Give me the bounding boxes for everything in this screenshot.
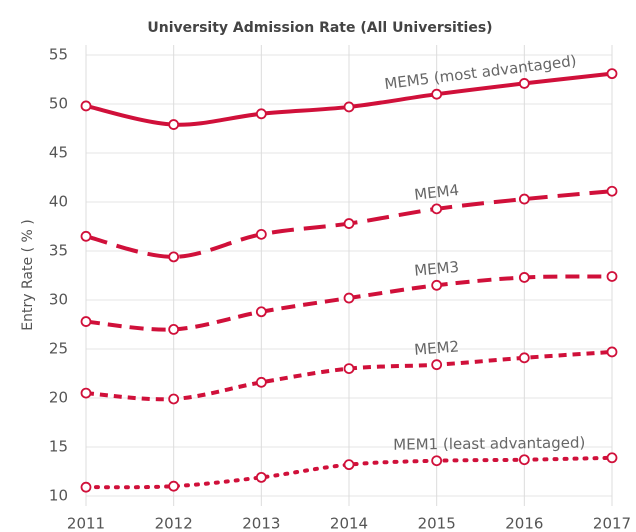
y-tick-label: 30 bbox=[49, 291, 68, 309]
series-label: MEM1 (least advantaged) bbox=[393, 434, 585, 454]
series-label: MEM2 bbox=[414, 337, 460, 358]
y-tick-label: 15 bbox=[49, 438, 68, 456]
point-marker bbox=[606, 185, 618, 197]
series-label: MEM3 bbox=[413, 258, 459, 280]
point-marker bbox=[343, 292, 355, 304]
point-marker bbox=[431, 359, 443, 371]
point-marker bbox=[343, 218, 355, 229]
point-marker bbox=[518, 352, 530, 364]
y-tick-label: 40 bbox=[49, 193, 68, 211]
y-tick-label: 25 bbox=[49, 340, 68, 358]
point-marker bbox=[168, 323, 180, 335]
point-marker bbox=[80, 387, 92, 399]
point-marker bbox=[431, 455, 443, 467]
y-tick-label: 35 bbox=[49, 242, 68, 260]
x-tick-label: 2012 bbox=[155, 515, 193, 532]
point-marker bbox=[606, 346, 618, 358]
point-marker bbox=[518, 193, 530, 205]
point-marker bbox=[168, 393, 180, 405]
point-marker bbox=[255, 376, 267, 388]
point-marker bbox=[606, 452, 618, 464]
point-marker bbox=[80, 481, 92, 493]
series-label: MEM4 bbox=[413, 181, 460, 204]
point-marker bbox=[518, 272, 530, 283]
point-marker bbox=[343, 363, 355, 375]
point-marker bbox=[606, 68, 618, 80]
point-marker bbox=[168, 119, 180, 130]
point-marker bbox=[606, 271, 618, 282]
x-tick-label: 2014 bbox=[330, 515, 368, 532]
y-axis-label: Entry Rate ( % ) bbox=[20, 219, 36, 330]
x-tick-label: 2011 bbox=[67, 515, 105, 532]
point-marker bbox=[168, 480, 180, 492]
y-tick-label: 55 bbox=[49, 46, 68, 64]
point-marker bbox=[255, 306, 267, 318]
x-tick-label: 2016 bbox=[505, 515, 543, 532]
point-marker bbox=[343, 459, 355, 471]
x-tick-label: 2013 bbox=[242, 515, 280, 532]
point-marker bbox=[431, 279, 443, 291]
x-tick-label: 2015 bbox=[418, 515, 456, 532]
y-tick-label: 20 bbox=[49, 389, 68, 407]
point-marker bbox=[431, 203, 443, 215]
point-marker bbox=[431, 88, 443, 100]
point-marker bbox=[255, 108, 267, 120]
y-tick-label: 50 bbox=[49, 95, 68, 113]
point-marker bbox=[80, 230, 92, 242]
point-marker bbox=[343, 101, 355, 113]
point-marker bbox=[80, 316, 92, 327]
point-marker bbox=[168, 251, 180, 263]
y-tick-label: 10 bbox=[49, 487, 68, 505]
x-tick-label: 2017 bbox=[593, 515, 631, 532]
y-tick-label: 45 bbox=[49, 144, 68, 162]
point-marker bbox=[255, 471, 267, 483]
point-marker bbox=[255, 228, 267, 240]
point-marker bbox=[518, 78, 530, 89]
point-marker bbox=[80, 100, 92, 112]
chart-title: University Admission Rate (All Universit… bbox=[147, 20, 492, 36]
point-marker bbox=[518, 454, 530, 466]
